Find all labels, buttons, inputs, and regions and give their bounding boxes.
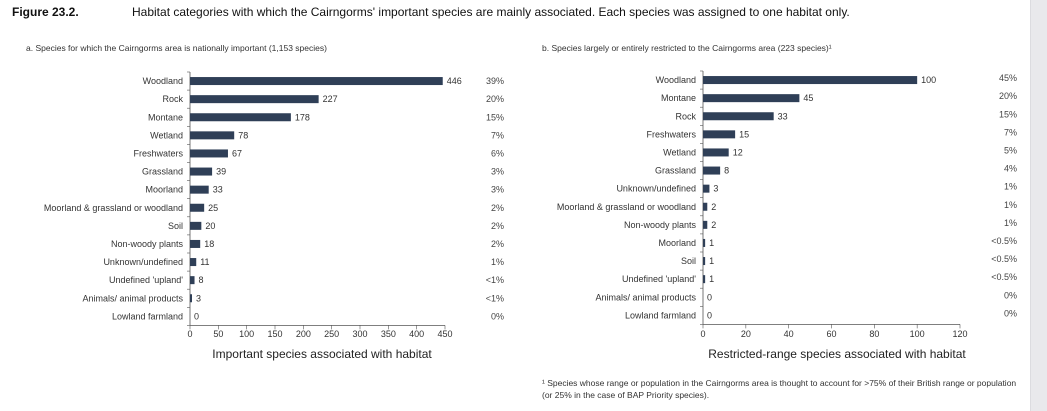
category-label-a: Lowland farmland (112, 311, 183, 321)
x-tick-label-a: 200 (296, 329, 311, 339)
bar-a (190, 113, 291, 122)
value-label-a: 78 (238, 130, 248, 140)
value-label-a: 0 (194, 311, 199, 321)
category-label-a: Montane (148, 112, 183, 122)
bar-a (190, 239, 201, 248)
figure-label: Figure 23.2. (12, 5, 79, 19)
x-tick-label-a: 450 (437, 329, 452, 339)
percent-label-a: 3% (491, 167, 504, 177)
category-label-a: Animals/ animal products (82, 293, 183, 303)
category-label-a: Woodland (143, 76, 183, 86)
percent-label-a: 15% (486, 112, 504, 122)
percent-label-a: 2% (491, 221, 504, 231)
bar-a (190, 276, 195, 285)
category-label-a: Moorland & grassland or woodland (44, 203, 183, 213)
value-label-a: 227 (323, 94, 338, 104)
category-label-a: Non-woody plants (111, 239, 184, 249)
value-label-a: 25 (208, 203, 218, 213)
chart-title-a: a. Species for which the Cairngorms area… (26, 43, 327, 53)
value-label-a: 39 (216, 167, 226, 177)
value-label-a: 178 (295, 112, 310, 122)
x-axis-label-a: Important species associated with habita… (212, 347, 432, 361)
bar-a (190, 203, 205, 212)
percent-label-a: 2% (491, 203, 504, 213)
value-label-a: 3 (196, 293, 201, 303)
percent-label-a: <1% (486, 293, 504, 303)
scrollbar-strip[interactable] (1030, 0, 1047, 411)
x-tick-label-a: 400 (409, 329, 424, 339)
category-label-a: Rock (162, 94, 183, 104)
category-label-a: Wetland (150, 130, 183, 140)
percent-label-a: 3% (491, 185, 504, 195)
x-tick-label-a: 350 (381, 329, 396, 339)
percent-label-a: 0% (491, 311, 504, 321)
x-tick-label-a: 0 (187, 329, 192, 339)
bar-a (190, 95, 319, 104)
x-tick-label-a: 250 (324, 329, 339, 339)
percent-label-a: 20% (486, 94, 504, 104)
category-label-a: Freshwaters (133, 148, 183, 158)
percent-label-a: 1% (491, 257, 504, 267)
value-label-a: 8 (199, 275, 204, 285)
value-label-a: 33 (213, 185, 223, 195)
value-label-a: 11 (200, 257, 209, 267)
bar-a (190, 131, 235, 140)
category-label-a: Soil (168, 221, 183, 231)
percent-label-a: 2% (491, 239, 504, 249)
percent-label-a: 6% (491, 148, 504, 158)
category-label-a: Moorland (145, 185, 183, 195)
percent-label-a: <1% (486, 275, 504, 285)
category-label-a: Unknown/undefined (103, 257, 183, 267)
bar-a (190, 258, 197, 267)
bar-a (190, 185, 209, 194)
percent-label-a: 39% (486, 76, 504, 86)
figure-caption: Habitat categories with which the Cairng… (132, 5, 850, 19)
x-tick-label-a: 150 (267, 329, 282, 339)
footnote: ¹ Species whose range or population in t… (542, 378, 1017, 400)
bar-a (190, 77, 443, 86)
value-label-a: 446 (447, 76, 462, 86)
category-label-a: Undefined 'upland' (109, 275, 183, 285)
bar-a (190, 167, 213, 176)
x-tick-label-a: 50 (213, 329, 223, 339)
value-label-a: 67 (232, 148, 242, 158)
percent-label-a: 7% (491, 130, 504, 140)
x-tick-label-a: 100 (239, 329, 254, 339)
bar-a (190, 149, 228, 158)
x-tick-label-a: 300 (352, 329, 367, 339)
bar-a (190, 294, 192, 303)
value-label-a: 18 (204, 239, 214, 249)
value-label-a: 20 (205, 221, 215, 231)
category-label-a: Grassland (142, 167, 183, 177)
bar-a (190, 221, 202, 230)
